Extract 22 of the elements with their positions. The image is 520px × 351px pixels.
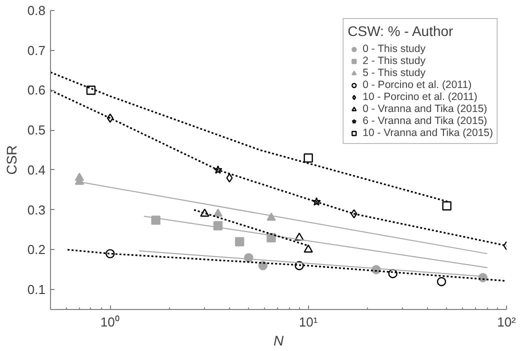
x-tick-label: 10¹ (298, 314, 318, 330)
y-tick-label: 0.2 (27, 242, 46, 258)
y-tick-label: 0.7 (27, 42, 46, 58)
x-axis-title: N (273, 332, 284, 348)
legend-title: CSW: % - Author (348, 23, 454, 39)
y-tick-label: 0.1 (27, 282, 46, 298)
y-tick-label: 0.5 (27, 122, 46, 138)
x-tick-label: 10² (497, 314, 517, 330)
legend-label: 6 - Vranna and Tika (2015) (362, 115, 488, 127)
legend-label: 0 - Porcino et al. (2011) (362, 79, 472, 91)
y-tick-label: 0.6 (27, 82, 46, 98)
y-tick-label: 0.8 (27, 3, 46, 18)
legend-label: 5 - This study (362, 67, 426, 79)
legend-label: 0 - Vranna and Tika (2015) (362, 103, 488, 115)
legend-label: 2 - This study (362, 55, 426, 67)
legend-label: 10 - Vranna and Tika (2015) (362, 127, 493, 139)
y-tick-label: 0.3 (27, 202, 46, 218)
legend-label: 10 - Porcino et al. (2011) (362, 91, 478, 103)
legend-label: 0 - This study (362, 43, 426, 55)
x-tick-label: 10⁰ (100, 314, 120, 330)
y-tick-label: 0.4 (27, 162, 46, 178)
y-axis-title: CSR (3, 145, 20, 175)
